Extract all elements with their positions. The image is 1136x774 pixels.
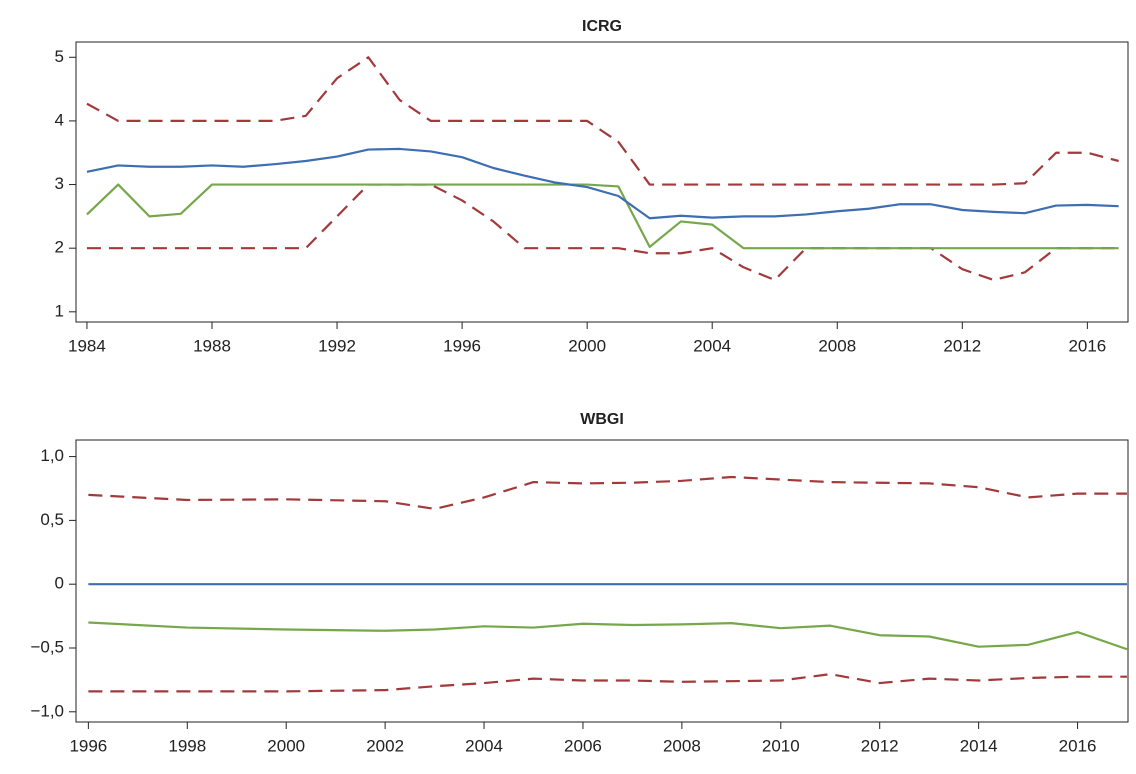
- x-tick-label: 2016: [1059, 736, 1097, 755]
- y-tick-label: 5: [55, 47, 64, 66]
- x-tick-label: 2000: [568, 336, 606, 355]
- y-tick-label: 0,5: [40, 510, 64, 529]
- x-tick-label: 1996: [69, 736, 107, 755]
- y-tick-label: 2: [55, 238, 64, 257]
- series-line: [86, 183, 1119, 282]
- x-tick-label: 2004: [465, 736, 503, 755]
- chart-title: ICRG: [582, 18, 622, 35]
- plot-frame: [75, 41, 1129, 323]
- x-tick-label: 2006: [564, 736, 602, 755]
- plot-frame: [75, 439, 1129, 723]
- y-tick-label: −1,0: [30, 701, 64, 720]
- series-line: [88, 475, 1128, 510]
- x-tick-label: 1992: [318, 336, 356, 355]
- x-tick-label: 1998: [168, 736, 206, 755]
- y-tick-label: −0,5: [30, 637, 64, 656]
- series-line: [86, 56, 1119, 186]
- x-tick-label: 2012: [943, 336, 981, 355]
- x-tick-label: 2014: [960, 736, 998, 755]
- x-tick-label: 1984: [68, 336, 106, 355]
- chart-title: WBGI: [580, 411, 624, 428]
- y-tick-label: 1,0: [40, 446, 64, 465]
- y-tick-label: 0: [55, 574, 64, 593]
- series-line: [88, 621, 1128, 651]
- series-line: [86, 147, 1119, 220]
- y-tick-label: 3: [55, 174, 64, 193]
- x-tick-label: 2004: [693, 336, 731, 355]
- x-tick-label: 2016: [1068, 336, 1106, 355]
- x-tick-label: 1996: [443, 336, 481, 355]
- x-tick-label: 2008: [663, 736, 701, 755]
- x-tick-label: 2002: [366, 736, 404, 755]
- x-tick-label: 2010: [762, 736, 800, 755]
- x-tick-label: 1988: [193, 336, 231, 355]
- series-line: [86, 183, 1119, 250]
- y-tick-label: 4: [55, 110, 64, 129]
- series-line: [88, 673, 1128, 693]
- y-tick-label: 1: [55, 301, 64, 320]
- x-tick-label: 2000: [267, 736, 305, 755]
- x-tick-label: 2012: [861, 736, 899, 755]
- x-tick-label: 2008: [818, 336, 856, 355]
